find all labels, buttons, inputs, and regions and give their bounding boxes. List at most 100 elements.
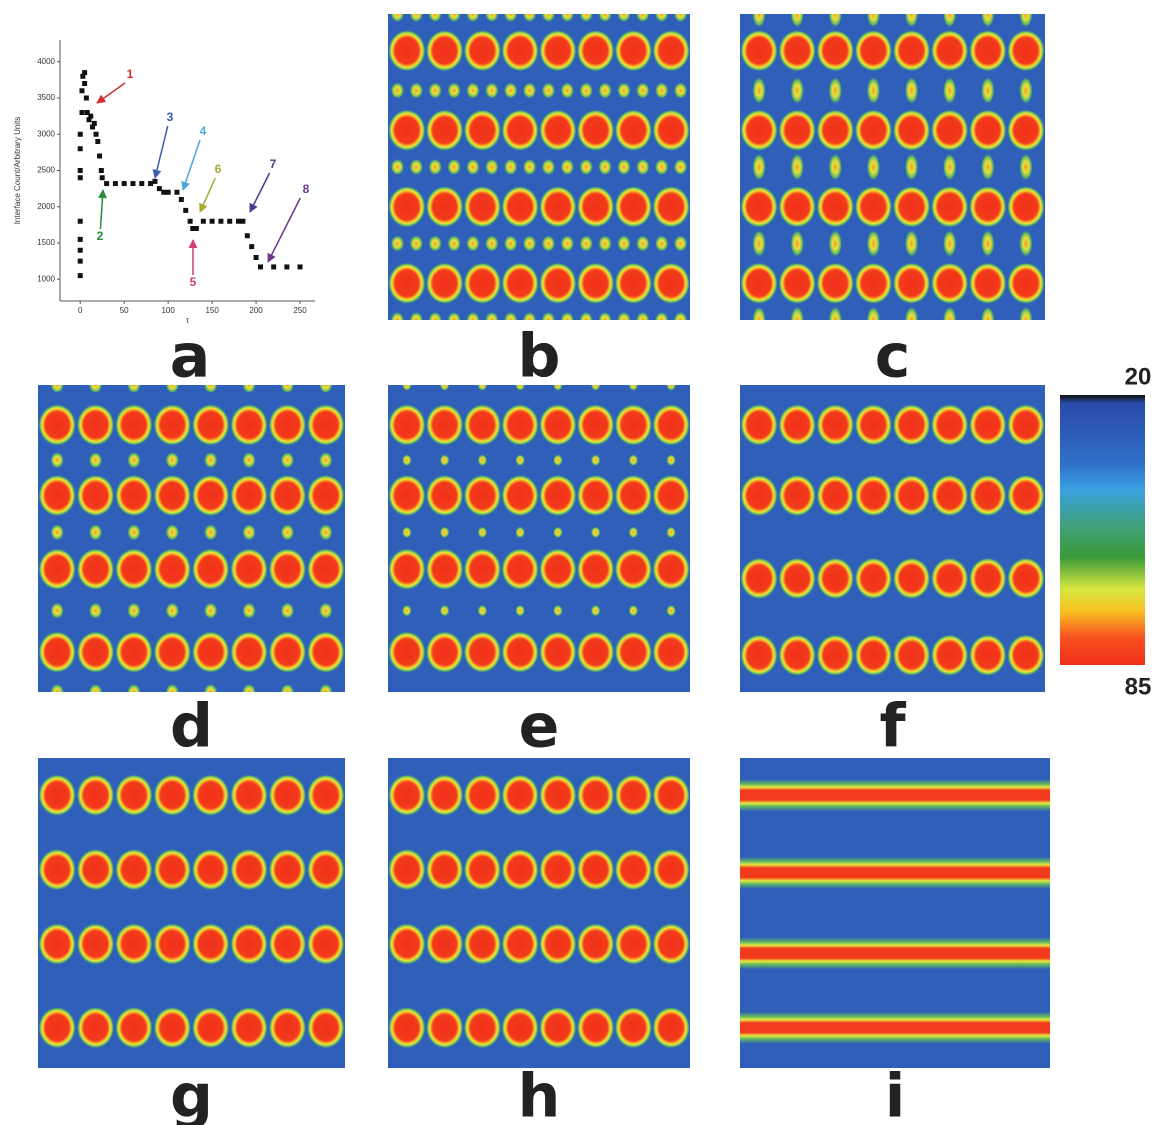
spot <box>425 1006 464 1049</box>
small-spot <box>50 385 65 394</box>
small-spot <box>390 14 405 23</box>
spot <box>652 403 690 446</box>
spot <box>538 403 577 446</box>
spot <box>1006 403 1045 446</box>
spot <box>740 185 779 228</box>
small-spot <box>428 235 443 252</box>
spot <box>153 631 192 674</box>
small-spot <box>673 235 688 252</box>
small-spot <box>401 385 412 391</box>
small-spot <box>628 385 639 391</box>
spot <box>425 548 464 591</box>
spot <box>930 557 969 600</box>
spot <box>854 557 893 600</box>
spot <box>538 29 577 72</box>
spot <box>76 923 115 965</box>
point <box>77 146 83 152</box>
small-spot <box>673 14 688 23</box>
spot <box>854 403 893 446</box>
point <box>79 88 85 94</box>
panel-a-plot: 1000 1500 2000 2500 3000 3500 4000 0 50 100 150 200… <box>13 40 315 325</box>
spot <box>425 848 464 891</box>
spot <box>740 474 779 517</box>
spot <box>576 262 615 305</box>
point <box>80 73 86 79</box>
small-spot <box>318 385 333 394</box>
spot <box>652 1006 690 1049</box>
small-spot <box>409 82 424 99</box>
spot <box>191 631 230 674</box>
spot <box>114 923 153 965</box>
spot <box>388 185 426 228</box>
spot <box>114 1006 153 1049</box>
small-spot <box>50 451 65 469</box>
panel-label: g <box>170 1062 213 1125</box>
small-spot <box>465 82 480 99</box>
small-spot <box>447 158 462 176</box>
spot <box>576 923 615 965</box>
spot <box>306 403 345 446</box>
spot <box>388 29 426 72</box>
small-spot <box>242 683 257 692</box>
small-spot <box>579 235 594 252</box>
x-tick-label: 250 <box>293 306 307 315</box>
point <box>156 186 162 192</box>
spot <box>153 474 192 517</box>
point <box>93 131 99 137</box>
spot <box>930 109 969 152</box>
point <box>174 189 180 195</box>
spot <box>230 474 269 517</box>
point <box>77 236 83 242</box>
small-spot <box>242 385 257 394</box>
spot <box>463 1006 502 1049</box>
small-spot <box>904 153 919 181</box>
y-tick-label: 2500 <box>37 166 55 175</box>
small-spot <box>904 76 919 105</box>
spot <box>114 548 153 591</box>
spot <box>425 403 464 446</box>
spot <box>463 29 502 72</box>
small-spot <box>447 14 462 23</box>
small-spot <box>866 14 881 28</box>
spot <box>538 548 577 591</box>
small-spot <box>465 311 480 320</box>
spot <box>463 185 502 228</box>
spot <box>1006 557 1045 600</box>
small-spot <box>515 454 526 467</box>
x-axis-label: τ <box>186 316 190 325</box>
spot <box>778 403 817 446</box>
spot <box>425 474 464 517</box>
spot <box>1006 109 1045 152</box>
spot <box>930 29 969 72</box>
small-spot <box>439 454 450 467</box>
spot <box>388 548 426 591</box>
small-spot <box>465 235 480 252</box>
spot <box>740 403 779 446</box>
small-spot <box>447 311 462 320</box>
small-spot <box>126 683 141 692</box>
point <box>139 181 145 187</box>
spot <box>778 109 817 152</box>
point <box>98 168 104 173</box>
x-tick-label: 150 <box>205 306 219 315</box>
small-spot <box>828 306 843 320</box>
spot <box>652 262 690 305</box>
spot <box>38 631 77 674</box>
point <box>236 218 241 224</box>
small-spot <box>866 306 881 320</box>
spot <box>191 548 230 591</box>
spot <box>538 923 577 965</box>
point <box>84 110 90 115</box>
annotation: 5 <box>190 275 197 289</box>
small-spot <box>616 82 631 99</box>
annotation: 6 <box>215 162 222 176</box>
y-tick-label: 4000 <box>37 57 55 66</box>
spot <box>463 774 502 817</box>
small-spot <box>165 683 180 692</box>
small-spot <box>203 602 218 620</box>
spot <box>816 262 855 305</box>
small-spot <box>484 82 499 99</box>
spot <box>614 262 653 305</box>
small-spot <box>866 229 881 258</box>
y-axis-label: Interface Count/Arbitrary Units <box>13 117 22 225</box>
